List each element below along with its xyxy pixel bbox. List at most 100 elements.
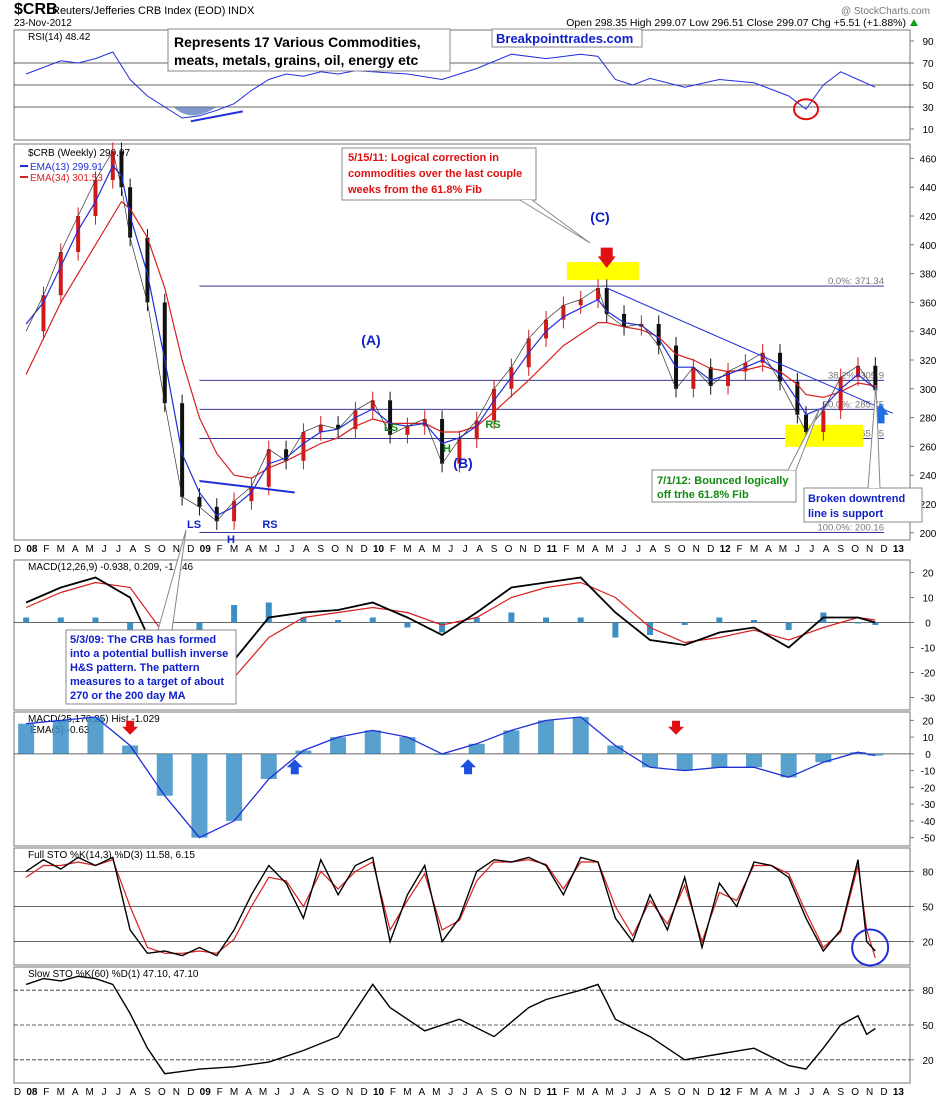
x-tick-label: O [851,544,859,555]
candle-body [578,299,583,306]
slow-sto-panel: 20 50 80 Slow STO %K(60) %D(1) 47.10, 47.10 [13,966,934,1084]
candle-body [838,377,843,411]
x-tick-label: M [259,1087,267,1098]
candle-body [214,506,219,522]
represents-line-1: Represents 17 Various Commodities, [174,34,421,50]
x-tick-label: F [217,544,223,555]
y-tick-label: 460 [920,154,937,165]
y-tick-label: 0 [925,619,931,630]
x-tick-label: N [173,544,180,555]
x-tick-label: J [289,1087,294,1098]
x-tick-label: O [505,1087,513,1098]
close-line [25,150,876,522]
x-tick-label: J [289,544,294,555]
macd-long-bar [468,743,485,754]
red-down-arrow-icon [597,247,616,268]
macd-long-bar [364,730,381,754]
y-tick-label: 90 [922,37,934,48]
x-tick-label: F [390,1087,396,1098]
x-tick-label: A [592,544,599,555]
x-tick-label: S [664,1087,671,1098]
c3-line-2: line is support [808,508,884,520]
macd-hist-bar [23,617,30,623]
macd-hist-bar [231,605,238,623]
rsi-circle-marker [793,98,820,121]
y-tick-label: -30 [921,694,936,705]
c4-line-5: 270 or the 200 day MA [70,690,186,702]
macd-hist-bar [612,622,619,638]
macd-hist-bar [508,612,515,623]
candle-body [284,449,289,461]
up-triangle-icon [910,19,918,26]
ema13-line [25,164,876,517]
candle-body [76,216,81,252]
c4-line-1: 5/3/09: The CRB has formed [70,634,216,646]
exchange: INDX [228,5,255,17]
x-tick-label: D [707,544,714,555]
ohlc-readout: Open 298.35 High 299.07 Low 296.51 Close… [566,17,906,29]
c4-line-3: H&S pattern. The pattern [70,662,200,674]
c4-line-4: measures to a target of about [70,676,224,688]
x-tick-label: 08 [26,1087,38,1098]
c2-line-1: 7/1/12: Bounced logically [657,475,789,487]
x-tick-label: D [360,1087,367,1098]
macd-hist-bar [57,617,64,623]
macd-long-bar [399,737,416,754]
macd-long-bar [503,730,520,754]
red-down-arrow-icon [668,720,685,735]
panel-frame [13,711,911,847]
x-tick-label: N [346,544,353,555]
x-tick-label: S [837,544,844,555]
h-mid-label: H [443,443,451,455]
x-tick-label: M [230,544,238,555]
y-tick-label: 50 [922,903,934,914]
y-tick-label: 70 [922,59,934,70]
x-tick-label: O [678,1087,686,1098]
price-title: $CRB (Weekly) 299.07 [28,148,131,159]
red-down-arrow-icon [122,720,139,735]
x-tick-label: D [14,544,21,555]
x-tick-label: F [737,544,743,555]
macd-hist-bar [439,622,446,633]
website-callout: Breakpointtrades.com [491,28,643,48]
x-tick-label: J [636,544,641,555]
x-tick-label: A [72,544,79,555]
y-tick-label: 240 [920,471,937,482]
rsi-oversold-fill [173,107,217,116]
macd-long-bar [746,753,763,768]
macd-hist-bar [681,622,688,625]
y-tick-label: 280 [920,414,937,425]
candle-body [691,367,696,389]
callout-7-1-12: 7/1/12: Bounced logically off trhe 61.8%… [651,407,821,503]
candle-body [162,302,167,404]
full-sto-panel: 20 50 80 Full STO %K(14,3) %D(3) 11.58, 6.1… [13,847,934,967]
x-tick-label: N [519,544,526,555]
x-tick-label: M [605,544,613,555]
x-tick-label: O [505,544,513,555]
y-tick-label: -50 [921,834,936,845]
x-axis-bottom: D 08 F M A M J J A S O N D 09 F M A M J J A S O N D 10 F M A M J J A S O N D… [14,1087,905,1098]
x-tick-label: M [86,544,94,555]
macd-long-bar [52,720,69,754]
macd-long-bar [226,753,243,821]
website-label: Breakpointtrades.com [496,31,633,46]
wave-a-label: (A) [361,332,380,348]
macd-hist-bar [265,602,272,623]
x-tick-label: F [563,544,569,555]
x-tick-label: J [448,544,453,555]
x-tick-label: J [795,544,800,555]
x-tick-label: M [779,544,787,555]
x-tick-label: S [664,544,671,555]
y-tick-label: 200 [920,529,937,540]
y-tick-label: 20 [922,716,934,727]
c1-line-2: commodities over the last couple [348,168,522,180]
x-tick-label: A [72,1087,79,1098]
x-tick-label: N [519,1087,526,1098]
candle-body [656,324,661,346]
x-tick-label: A [592,1087,599,1098]
y-tick-label: 80 [922,986,934,997]
x-tick-label: S [144,544,151,555]
x-tick-label: M [750,1087,758,1098]
macd-long-bar [87,717,104,754]
macd-hist-bar [785,622,792,630]
